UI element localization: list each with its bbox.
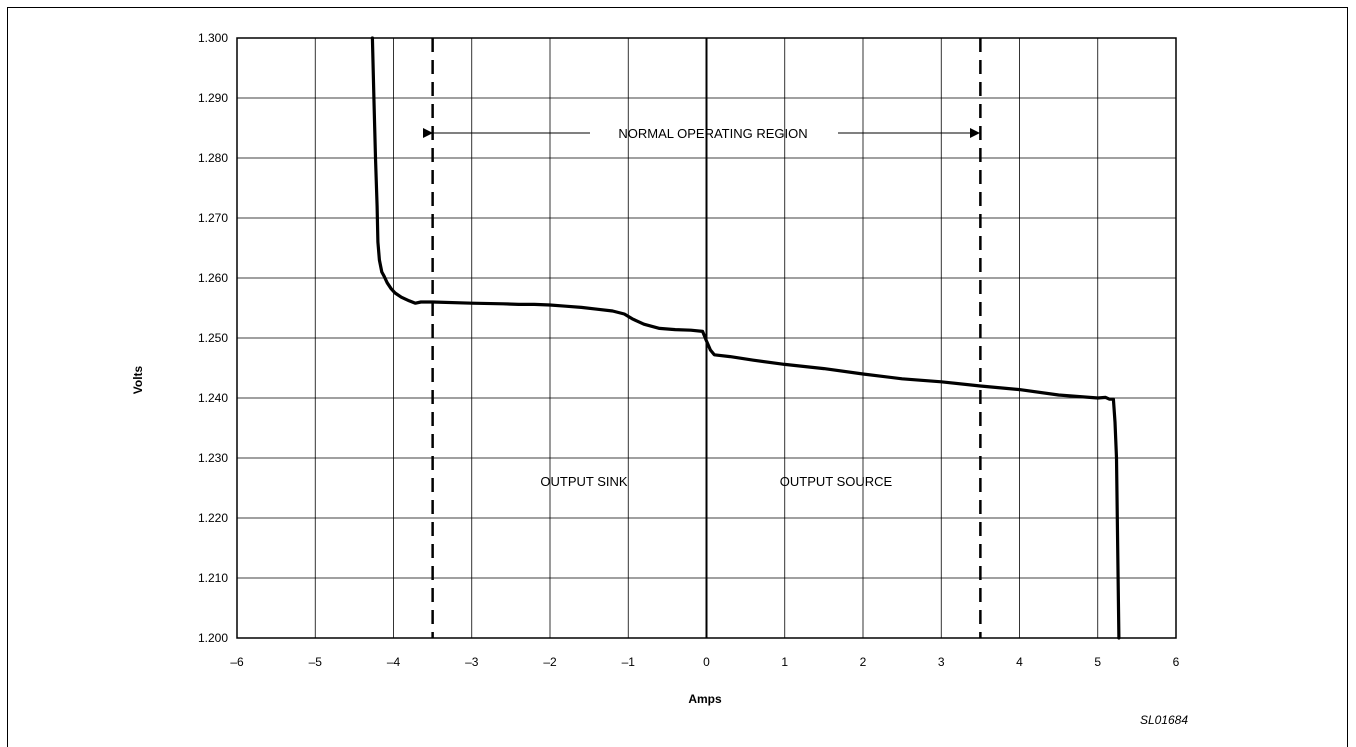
y-tick-label: 1.280: [198, 151, 228, 165]
x-tick-label: –2: [543, 655, 557, 669]
y-tick-label: 1.210: [198, 571, 228, 585]
x-tick-label: –3: [465, 655, 479, 669]
y-tick-label: 1.230: [198, 451, 228, 465]
y-tick-label: 1.260: [198, 271, 228, 285]
x-tick-label: –5: [309, 655, 323, 669]
x-tick-label: –4: [387, 655, 401, 669]
figure-id: SL01684: [1140, 713, 1188, 727]
tick-labels: –6 –5 –4 –3 –2 –1 0 1 2 3 4 5 6 1.200 1.210 1.220 1.230 1…: [198, 31, 1180, 669]
y-tick-label: 1.240: [198, 391, 228, 405]
x-axis-title: Amps: [688, 692, 722, 706]
y-tick-label: 1.250: [198, 331, 228, 345]
y-tick-label: 1.270: [198, 211, 228, 225]
y-axis-title: Volts: [131, 365, 145, 394]
output-sink-label: OUTPUT SINK: [540, 474, 627, 489]
y-tick-label: 1.200: [198, 631, 228, 645]
x-tick-label: 4: [1016, 655, 1023, 669]
voltage-curve: [370, 36, 1121, 640]
normal-operating-region-arrow: NORMAL OPERATING REGION: [423, 126, 980, 141]
output-source-label: OUTPUT SOURCE: [780, 474, 893, 489]
x-tick-label: 6: [1173, 655, 1180, 669]
normal-operating-region-label: NORMAL OPERATING REGION: [618, 126, 807, 141]
x-tick-label: 1: [781, 655, 788, 669]
figure-frame: [7, 7, 1348, 747]
x-tick-label: 3: [938, 655, 945, 669]
x-tick-label: –1: [622, 655, 636, 669]
x-tick-label: –6: [230, 655, 244, 669]
y-tick-label: 1.300: [198, 31, 228, 45]
x-tick-label: 5: [1094, 655, 1101, 669]
data-layer: [370, 36, 1121, 640]
y-tick-label: 1.220: [198, 511, 228, 525]
x-tick-label: 2: [860, 655, 867, 669]
x-tick-label: 0: [703, 655, 710, 669]
y-tick-label: 1.290: [198, 91, 228, 105]
